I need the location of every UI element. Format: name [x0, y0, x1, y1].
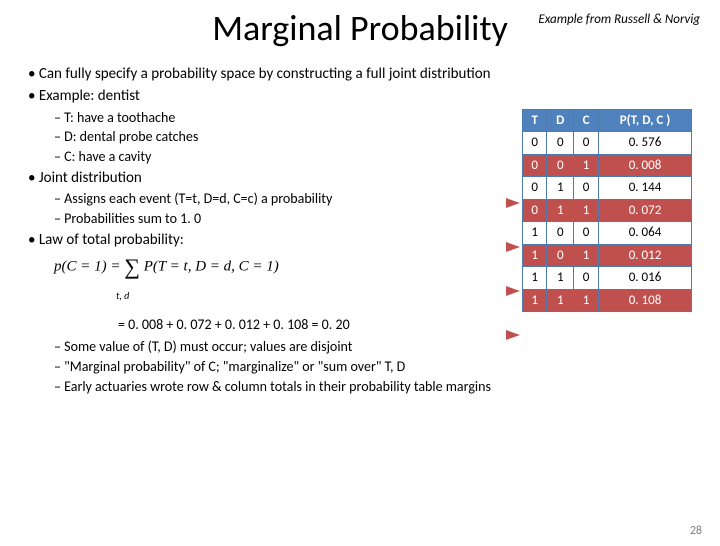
table-cell: 0 [523, 199, 547, 222]
table-header-cell: P(T, D, C ) [598, 109, 691, 132]
table-row: 0100. 144 [523, 177, 692, 200]
table-body: 0000. 5760010. 0080100. 1440110. 0721000… [523, 132, 692, 312]
formula-lhs: p(C = 1) = [54, 259, 124, 275]
table-cell: 1 [574, 154, 599, 177]
bullet-2: Example: dentist [28, 86, 692, 106]
table-cell: 0 [547, 154, 574, 177]
attribution-text: Example from Russell & Norvig [538, 12, 700, 27]
arrow-icon [506, 330, 520, 340]
table-cell: 0. 576 [598, 132, 691, 155]
bullet-1: Can fully specify a probability space by… [28, 64, 692, 84]
table-cell: 0. 108 [598, 289, 691, 312]
table-cell: 0 [547, 222, 574, 245]
table-cell: 0 [523, 177, 547, 200]
conclusion-1: Some value of (T, D) must occur; values … [54, 338, 692, 357]
table-cell: 1 [547, 267, 574, 290]
table-cell: 0. 012 [598, 244, 691, 267]
arrow-icon [506, 286, 520, 296]
table-cell: 1 [547, 289, 574, 312]
formula-block: p(C = 1) = ∑ P(T = t, D = d, C = 1) t, d [28, 252, 508, 302]
left-column: T: have a toothache D: dental probe catc… [28, 109, 508, 313]
table-cell: 1 [574, 244, 599, 267]
table-row: 1110. 108 [523, 289, 692, 312]
table-row: 1100. 016 [523, 267, 692, 290]
arrow-icon [506, 198, 520, 208]
page-number: 28 [690, 524, 702, 538]
table-cell: 0 [574, 132, 599, 155]
table-cell: 0 [523, 154, 547, 177]
table-header-cell: T [523, 109, 547, 132]
table-row: 0010. 008 [523, 154, 692, 177]
sub-bullet-c: C: have a cavity [54, 148, 508, 167]
sub-bullet-sumto1: Probabilities sum to 1. 0 [54, 210, 508, 229]
table-cell: 1 [574, 289, 599, 312]
table-header-row: TDCP(T, D, C ) [523, 109, 692, 132]
sum-subscript: t, d [116, 289, 129, 302]
table-row: 0110. 072 [523, 199, 692, 222]
bottom-block: = 0. 008 + 0. 072 + 0. 012 + 0. 108 = 0.… [28, 316, 692, 397]
table-cell: 0 [547, 244, 574, 267]
joint-distribution-table: TDCP(T, D, C ) 0000. 5760010. 0080100. 1… [522, 109, 692, 313]
table-cell: 0. 144 [598, 177, 691, 200]
table-cell: 1 [523, 244, 547, 267]
calculation-line: = 0. 008 + 0. 072 + 0. 012 + 0. 108 = 0.… [28, 316, 692, 335]
table-row: 1000. 064 [523, 222, 692, 245]
table-cell: 1 [523, 267, 547, 290]
formula-rhs: P(T = t, D = d, C = 1) [144, 259, 279, 275]
table-cell: 1 [523, 289, 547, 312]
bullet-3: Joint distribution [28, 168, 508, 188]
sub-bullet-t: T: have a toothache [54, 109, 508, 128]
table-row: 1010. 012 [523, 244, 692, 267]
table-header-cell: C [574, 109, 599, 132]
table-header-cell: D [547, 109, 574, 132]
table-cell: 0. 008 [598, 154, 691, 177]
slide-body: Can fully specify a probability space by… [0, 64, 720, 397]
conclusion-2: "Marginal probability" of C; "marginaliz… [54, 358, 692, 377]
table-cell: 1 [574, 199, 599, 222]
table-row: 0000. 576 [523, 132, 692, 155]
table-cell: 0. 016 [598, 267, 691, 290]
right-column: TDCP(T, D, C ) 0000. 5760010. 0080100. 1… [522, 109, 692, 313]
table-cell: 1 [547, 199, 574, 222]
arrow-icon [506, 242, 520, 252]
table-cell: 1 [547, 177, 574, 200]
table-cell: 0 [574, 267, 599, 290]
sub-bullet-d: D: dental probe catches [54, 128, 508, 147]
conclusion-3: Early actuaries wrote row & column total… [54, 378, 692, 397]
table-cell: 0 [574, 177, 599, 200]
table-cell: 0. 072 [598, 199, 691, 222]
table-cell: 1 [523, 222, 547, 245]
table-cell: 0 [547, 132, 574, 155]
table-cell: 0 [523, 132, 547, 155]
table-cell: 0 [574, 222, 599, 245]
sigma-symbol: ∑ [124, 254, 140, 279]
table-cell: 0. 064 [598, 222, 691, 245]
bullet-4: Law of total probability: [28, 230, 508, 250]
sub-bullet-assigns: Assigns each event (T=t, D=d, C=c) a pro… [54, 190, 508, 209]
